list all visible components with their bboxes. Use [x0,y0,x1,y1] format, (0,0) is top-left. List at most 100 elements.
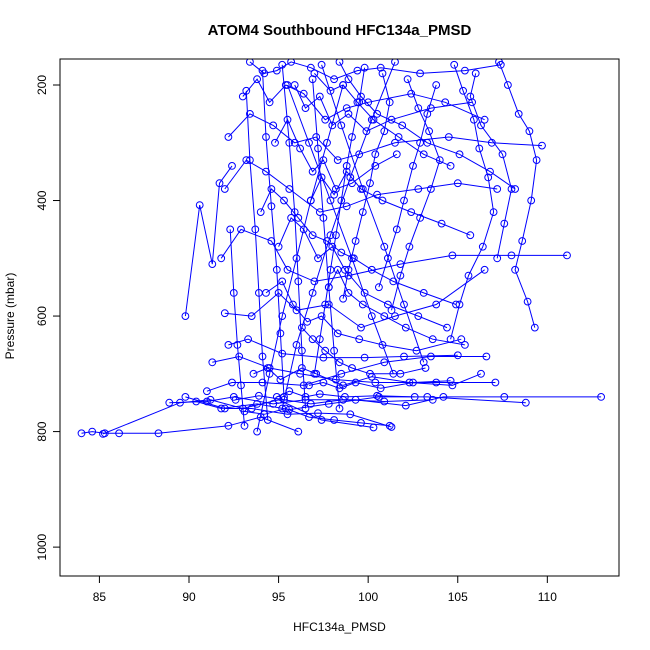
data-point [403,75,412,84]
data-point [453,179,462,188]
data-point [480,265,489,274]
data-point [271,138,279,147]
data-point [493,185,502,193]
series-line-19 [278,217,448,329]
series-line-2 [169,396,602,407]
data-point [294,427,303,436]
data-point [317,60,326,69]
data-point [246,110,254,118]
data-point [224,341,233,349]
data-point [387,115,396,124]
series-line-28 [244,407,390,427]
data-point [262,133,270,141]
data-point [305,138,313,147]
data-point [461,66,469,75]
data-point [421,364,430,372]
data-point [428,395,437,404]
data-point [337,121,346,130]
data-point [384,254,392,263]
data-point [342,202,351,211]
data-point [416,214,425,222]
x-tick-label: 95 [272,590,286,604]
series-line-36 [469,73,513,259]
data-point [342,162,351,170]
data-point [324,400,333,408]
data-point [448,381,457,390]
series-line-42 [256,84,344,432]
data-point [355,335,364,344]
data-point [407,208,416,217]
data-point [99,430,107,438]
data-point [480,115,489,124]
data-point [192,397,201,406]
data-point [419,150,428,159]
data-point [376,63,385,72]
data-point [228,378,236,387]
data-point [299,89,308,98]
data-point [330,190,339,199]
series-line-21 [301,327,426,375]
data-point [315,92,324,101]
data-point [414,104,423,112]
data-point [538,141,546,150]
data-point [267,202,276,211]
data-point [317,312,326,321]
x-tick-label: 100 [358,590,378,604]
y-tick-label: 400 [35,190,49,210]
data-point [523,297,532,306]
series-layer [77,59,605,438]
data-point [457,335,466,344]
series-line-9 [220,228,567,282]
data-point [414,312,423,321]
data-point [272,265,281,274]
data-point [398,121,407,130]
data-point [335,358,344,367]
data-point [495,59,503,66]
data-point [294,277,303,286]
data-point [380,358,389,367]
data-point [435,156,444,165]
data-point [414,185,423,193]
data-point [427,104,435,112]
data-point [367,265,376,274]
data-point [220,309,229,318]
data-point [482,352,491,361]
data-point [478,242,487,251]
data-point [477,369,485,378]
data-point [337,369,346,378]
data-point [376,384,385,393]
data-point [278,404,287,413]
data-point [319,353,328,362]
data-point [391,59,399,66]
data-point [530,323,539,332]
data-point [323,237,331,245]
data-point [500,393,509,401]
data-point [326,86,335,95]
data-point [296,144,305,153]
x-tick-label: 85 [93,590,107,604]
data-point [401,401,410,410]
data-point [425,127,434,136]
data-point [246,59,254,66]
data-point [267,185,276,193]
data-point [380,397,389,406]
data-point [217,254,226,263]
data-point [464,271,473,280]
series-line-39 [245,90,269,421]
data-point [360,353,369,362]
data-point [380,127,389,136]
data-point [319,378,328,387]
data-point [298,323,306,332]
data-point [154,429,163,438]
data-point [444,133,453,141]
data-point [298,346,306,355]
data-point [301,104,310,112]
series-line-43 [281,61,396,409]
data-point [396,271,405,280]
data-point [339,395,348,404]
data-point [278,312,287,321]
data-point [265,369,274,378]
data-point [321,115,330,124]
data-point [326,196,335,205]
